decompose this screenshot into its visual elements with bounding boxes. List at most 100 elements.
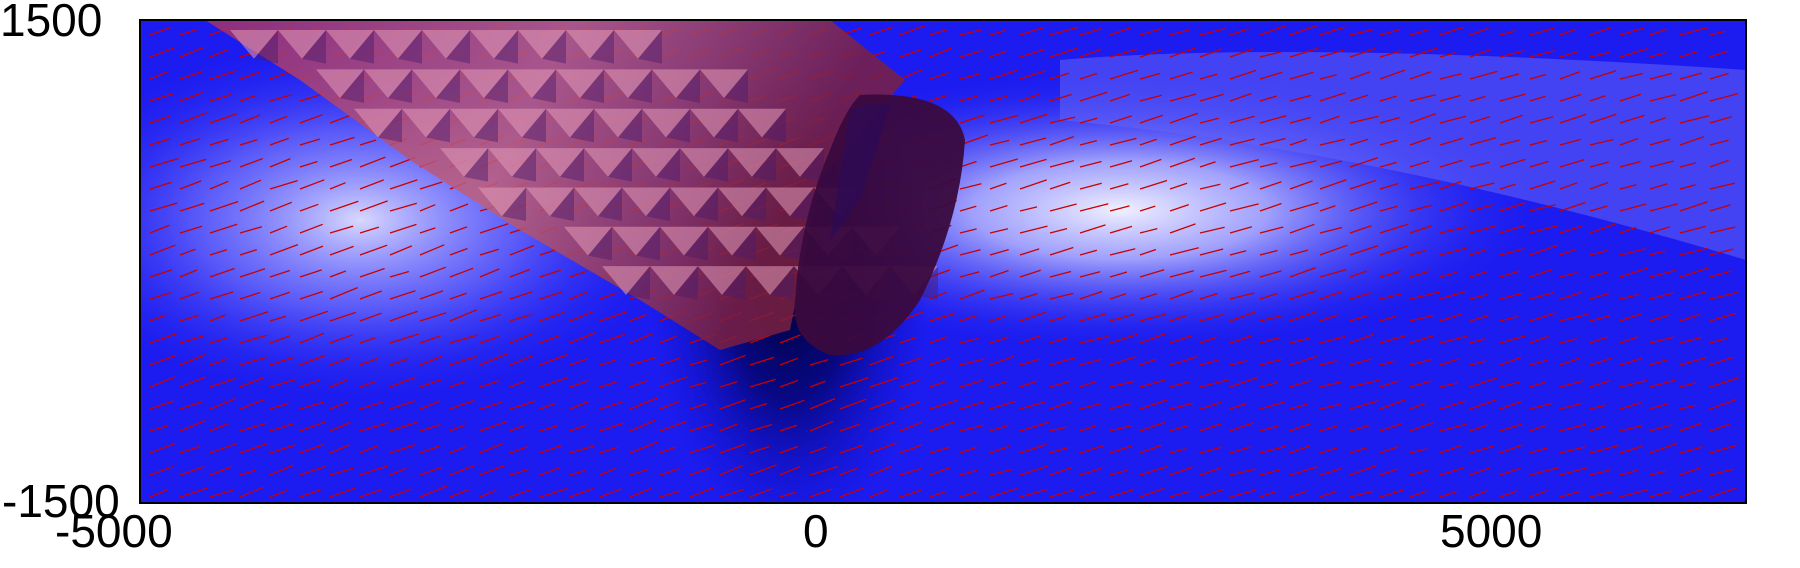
vector-arrow <box>1589 26 1612 36</box>
vector-arrow <box>989 424 1009 432</box>
vector-arrow <box>359 380 377 388</box>
vector-arrow <box>269 115 288 124</box>
surface-facet <box>522 108 546 143</box>
vector-arrow <box>269 402 289 410</box>
vector-arrow <box>1529 291 1555 300</box>
vector-arrow <box>1319 26 1346 36</box>
vector-arrow <box>1139 179 1168 190</box>
vector-arrow <box>239 291 261 300</box>
vector-arrow <box>359 267 385 278</box>
vector-arrow <box>779 466 801 476</box>
vector-arrow <box>1289 403 1308 410</box>
vector-arrow <box>179 158 207 168</box>
vector-arrow <box>1619 335 1639 344</box>
vector-arrow <box>209 489 234 498</box>
vector-arrow <box>899 69 923 80</box>
vector-arrow <box>449 247 468 256</box>
vector-arrow <box>1199 488 1225 498</box>
vector-arrow <box>1229 28 1250 36</box>
vector-arrow <box>1229 181 1249 190</box>
surface-facet <box>732 226 756 261</box>
vector-arrow <box>419 227 436 234</box>
vector-arrow <box>1709 116 1732 124</box>
vector-arrow <box>1079 182 1102 190</box>
vector-arrow <box>1289 180 1313 190</box>
vector-arrow <box>1409 137 1432 146</box>
vector-arrow <box>449 226 468 234</box>
vector-arrow <box>1619 137 1639 146</box>
vector-arrow <box>959 337 979 344</box>
vector-arrow <box>1019 358 1040 366</box>
surface-facet <box>752 148 776 182</box>
surface-facet <box>484 69 508 103</box>
vector-arrow <box>1439 271 1457 278</box>
vector-arrow <box>1409 249 1426 256</box>
vector-arrow <box>899 336 917 344</box>
vector-arrow <box>449 355 477 366</box>
vector-arrow <box>239 114 261 124</box>
vector-arrow <box>359 401 383 410</box>
vector-arrow <box>1199 292 1218 300</box>
vector-arrow <box>1649 490 1672 498</box>
vector-arrow <box>1469 399 1497 410</box>
vector-arrow <box>299 332 325 344</box>
surface-facet <box>532 69 556 103</box>
vector-arrow <box>569 311 593 322</box>
vector-arrow <box>569 358 588 366</box>
vector-arrow <box>1619 160 1641 168</box>
vector-arrow <box>1169 157 1196 168</box>
vector-arrow <box>209 398 236 410</box>
vector-arrow <box>179 269 198 278</box>
vector-arrow <box>209 466 232 476</box>
vector-arrow <box>1199 359 1219 366</box>
vector-arrow <box>1319 403 1341 410</box>
vector-arrow <box>1409 402 1426 410</box>
vector-arrow <box>719 423 738 432</box>
vector-arrow <box>539 269 562 278</box>
vector-arrow <box>1259 270 1282 278</box>
vector-arrow <box>929 291 947 300</box>
vector-arrow <box>299 379 321 388</box>
surface-facet <box>378 108 402 143</box>
vector-arrow <box>1589 336 1609 344</box>
vector-arrow <box>1139 313 1167 322</box>
vector-arrow <box>1439 226 1467 234</box>
vector-arrow <box>1049 292 1074 300</box>
vector-arrow <box>569 487 594 498</box>
vector-arrow <box>389 444 416 454</box>
vector-arrow <box>1469 182 1495 190</box>
vector-arrow <box>1679 467 1701 476</box>
vector-arrow <box>1139 293 1157 300</box>
vector-arrow <box>1469 490 1489 498</box>
vector-arrow <box>329 286 358 300</box>
vector-arrow <box>1229 402 1247 410</box>
vector-arrow <box>1589 444 1619 454</box>
surface-facet <box>728 148 776 177</box>
vector-arrow <box>1169 424 1189 432</box>
vector-arrow <box>1649 183 1668 190</box>
vector-arrow <box>839 398 867 410</box>
vector-arrow <box>179 70 204 80</box>
surface-facet <box>502 187 526 222</box>
vector-arrow <box>149 202 178 212</box>
vector-arrow <box>1379 139 1398 146</box>
surface-facet <box>612 226 660 256</box>
vector-arrow <box>1049 426 1069 432</box>
vector-arrow <box>1079 224 1106 234</box>
surface-facet <box>388 69 412 103</box>
vector-arrow <box>1319 360 1338 366</box>
vector-arrow <box>959 49 983 58</box>
vector-arrow <box>1289 116 1311 124</box>
vector-arrow <box>389 179 418 190</box>
surface-facet <box>436 69 460 103</box>
vector-arrow <box>1349 94 1369 102</box>
vector-arrow <box>389 202 417 212</box>
surface-facet <box>512 148 536 182</box>
vector-arrow <box>1679 422 1702 432</box>
vector-arrow <box>1349 157 1379 168</box>
vector-arrow <box>149 47 175 58</box>
vector-arrow <box>1619 445 1643 454</box>
vector-arrow <box>449 334 478 344</box>
vector-arrow <box>1709 139 1729 146</box>
vector-arrow <box>779 379 799 388</box>
